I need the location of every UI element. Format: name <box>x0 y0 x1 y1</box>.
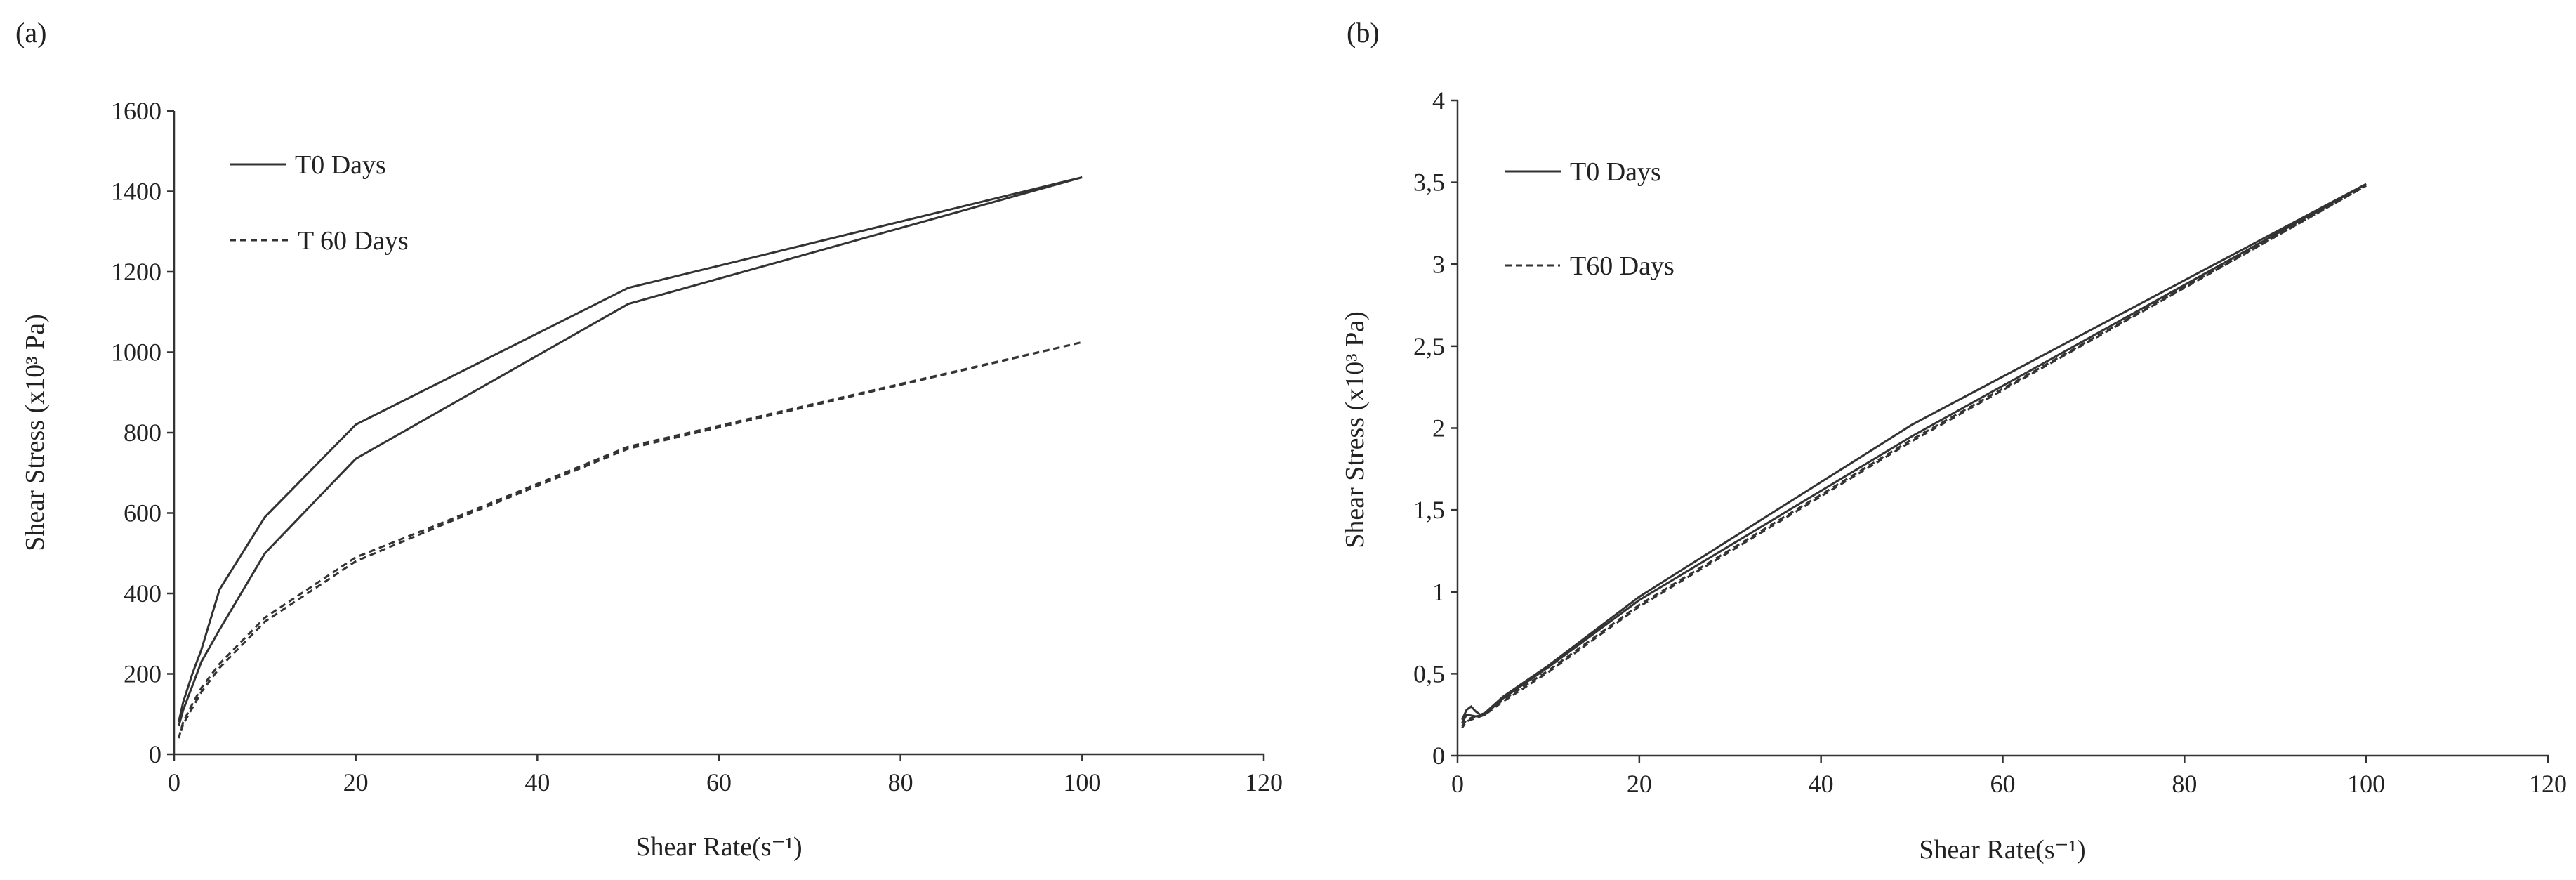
panel-b-y-tick-label: 3,5 <box>1413 169 1445 197</box>
panel-b-x-tick-label: 120 <box>2529 770 2567 798</box>
panel-a-x-ticks: 0 20 40 60 80 100 120 <box>168 754 1283 796</box>
panel-a-y-tick-label: 1400 <box>111 178 161 206</box>
panel-b-y-axis-title: Shear Stress (x10³ Pa) <box>1340 311 1370 549</box>
panel-a-y-ticks: 0 200 400 600 800 1000 1200 1400 1600 <box>111 97 174 768</box>
panel-a-y-axis-title: Shear Stress (x10³ Pa) <box>20 314 50 551</box>
panel-b-x-tick-label: 40 <box>1809 770 1834 798</box>
panel-a-legend-label-t60: T 60 Days <box>298 226 409 256</box>
panel-b-y-tick-label: 2,5 <box>1413 332 1445 360</box>
panel-b-legend-label-t0: T0 Days <box>1570 157 1661 187</box>
panel-a-y-tick-label: 1000 <box>111 339 161 367</box>
panel-a-plot-area <box>178 176 1083 739</box>
panel-b-x-tick-label: 0 <box>1451 770 1464 798</box>
panel-b-y-tick-label: 1,5 <box>1413 496 1445 524</box>
panel-a-y-tick-label: 400 <box>124 579 161 608</box>
panel-a-x-tick-label: 40 <box>524 768 550 796</box>
panel-a-x-axis-title: Shear Rate(s⁻¹) <box>635 832 802 862</box>
panel-a-y-tick-label: 1200 <box>111 258 161 286</box>
panel-a-series-t0-days-line <box>178 176 1083 727</box>
panel-a-x-tick-label: 20 <box>343 768 369 796</box>
panel-a-legend-label-t0: T0 Days <box>295 150 386 180</box>
panel-b-x-ticks: 0 20 40 60 80 100 120 <box>1451 756 2567 798</box>
panel-a-x-tick-label: 60 <box>706 768 732 796</box>
panel-b-y-tick-label: 3 <box>1432 250 1445 278</box>
panel-b-x-tick-label: 60 <box>1990 770 2016 798</box>
panel-b-series-t60-days-line <box>1461 184 2367 729</box>
panel-a-x-tick-label: 100 <box>1063 768 1101 796</box>
panel-a-x-tick-label: 120 <box>1245 768 1283 796</box>
panel-b-legend-label-t60: T60 Days <box>1570 251 1675 281</box>
panel-a: (a) 0 200 400 600 800 1000 1200 1400 1600 0 20 40 6… <box>15 17 1283 862</box>
panel-b-y-tick-label: 4 <box>1432 86 1445 114</box>
panel-b-y-tick-label: 2 <box>1432 414 1445 442</box>
panel-b-x-tick-label: 100 <box>2347 770 2385 798</box>
panel-b-legend: T0 Days T60 Days <box>1505 157 1675 281</box>
panel-b-y-tick-label: 1 <box>1432 578 1445 606</box>
panel-b-x-tick-label: 80 <box>2172 770 2197 798</box>
panel-label-a: (a) <box>15 17 46 48</box>
panel-b-y-tick-label: 0 <box>1432 742 1445 770</box>
panel-a-y-tick-label: 600 <box>124 499 161 527</box>
panel-a-y-tick-label: 200 <box>124 660 161 688</box>
panel-a-legend: T0 Days T 60 Days <box>230 150 409 256</box>
panel-a-y-tick-label: 0 <box>149 740 161 768</box>
panel-a-y-tick-label: 800 <box>124 419 161 447</box>
panel-a-x-tick-label: 80 <box>888 768 913 796</box>
panel-b-x-tick-label: 20 <box>1627 770 1652 798</box>
panel-b-y-tick-label: 0,5 <box>1413 659 1445 688</box>
panel-b-y-ticks: 0 0,5 1 1,5 2 2,5 3 3,5 4 <box>1413 86 1458 770</box>
panel-label-b: (b) <box>1347 17 1380 48</box>
panel-a-x-tick-label: 0 <box>168 768 180 796</box>
panel-b: (b) 0 0,5 1 1,5 2 2,5 3 3,5 4 0 20 40 60 80 100 120 Sh… <box>1340 17 2567 865</box>
panel-b-series-t0-days-line <box>1461 183 2367 724</box>
panel-a-y-tick-label: 1600 <box>111 97 161 125</box>
panel-a-series-t60-days-line <box>178 341 1083 739</box>
panel-b-plot-area <box>1461 183 2367 729</box>
panel-b-x-axis-title: Shear Rate(s⁻¹) <box>1919 835 2085 865</box>
